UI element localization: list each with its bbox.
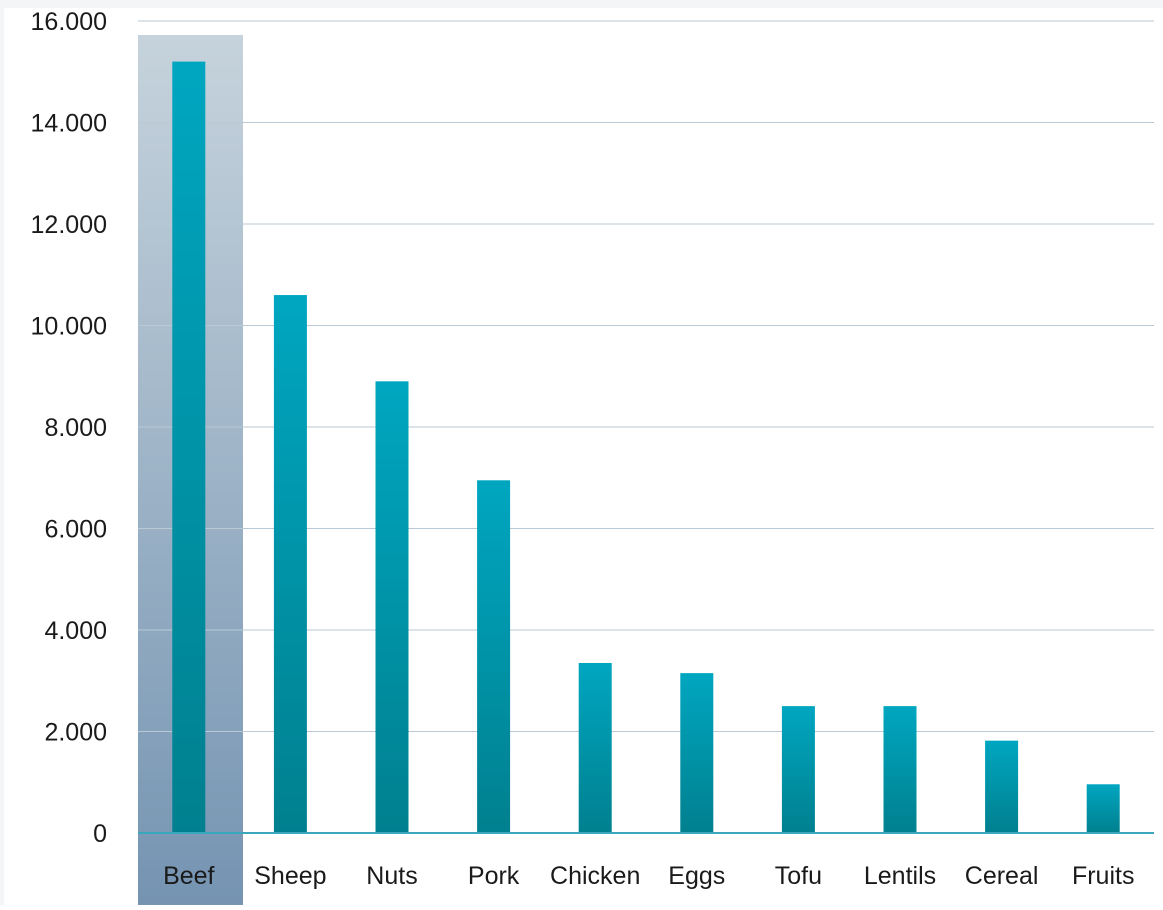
bar-tofu	[781, 706, 815, 833]
frame-top-edge	[0, 0, 1163, 8]
bars	[172, 61, 1120, 834]
bar-chicken	[578, 662, 612, 833]
bar-nuts	[375, 381, 409, 833]
bar-lentils	[883, 706, 917, 833]
y-tick-label: 8.000	[44, 414, 107, 442]
bar-pork	[477, 480, 511, 833]
y-tick-label: 10.000	[31, 313, 107, 341]
y-tick-label: 4.000	[44, 617, 107, 645]
frame-left-edge	[0, 0, 4, 905]
gridlines	[138, 20, 1154, 732]
y-tick-label: 6.000	[44, 516, 107, 544]
y-tick-label: 16.000	[31, 8, 107, 36]
x-tick-label: Cereal	[965, 862, 1039, 890]
x-tick-label: Lentils	[864, 862, 936, 890]
y-tick-label: 2.000	[44, 719, 107, 747]
y-tick-label: 12.000	[31, 211, 107, 239]
x-axis-tick-labels: Beef Sheep Nuts Pork Chicken Eggs Tofu Lentils C…	[163, 862, 1134, 890]
x-tick-label: Fruits	[1072, 862, 1135, 890]
y-tick-label: 14.000	[31, 110, 107, 138]
y-tick-label: 0	[93, 820, 107, 848]
bar-cereal	[985, 740, 1019, 833]
x-tick-label: Chicken	[550, 862, 640, 890]
x-tick-label: Nuts	[366, 862, 417, 890]
bar-beef	[172, 61, 206, 834]
x-tick-label: Sheep	[254, 862, 326, 890]
bar-eggs	[680, 673, 714, 833]
x-tick-label: Beef	[163, 862, 214, 890]
x-tick-label: Eggs	[668, 862, 725, 890]
x-tick-label: Pork	[468, 862, 520, 890]
bar-sheep	[273, 295, 307, 833]
x-tick-label: Tofu	[775, 862, 822, 890]
y-axis-tick-labels: 0 2.000 4.000 6.000 8.000 10.000 12.000 14.000 1…	[31, 8, 107, 848]
bar-fruits	[1086, 784, 1120, 833]
